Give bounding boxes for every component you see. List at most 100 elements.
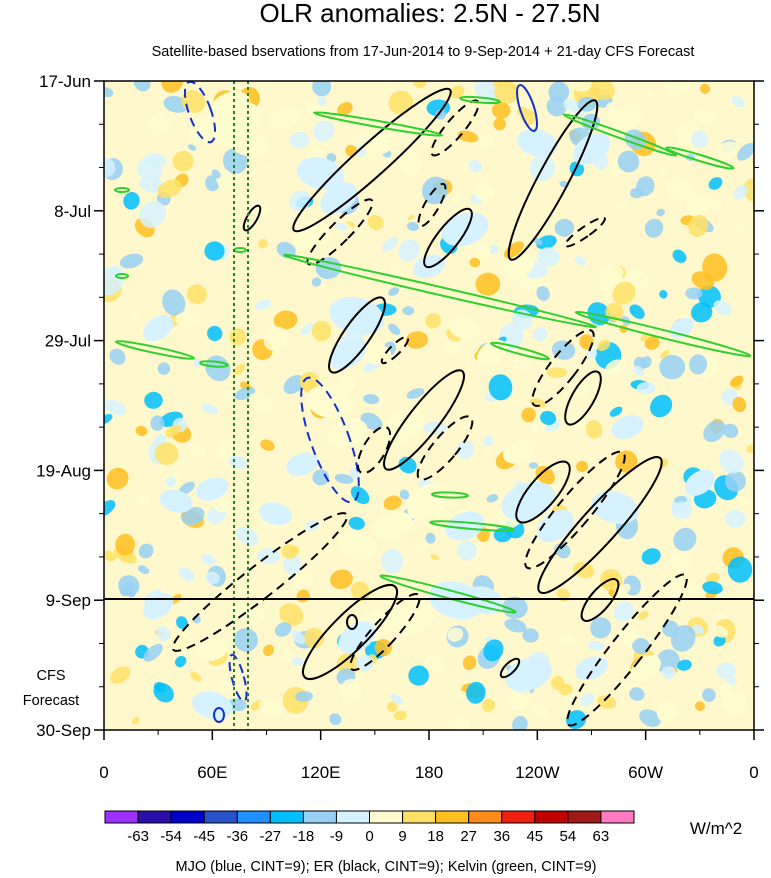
kelvin-contour bbox=[490, 341, 550, 361]
anomaly-mark bbox=[143, 315, 174, 342]
texture-patch bbox=[528, 462, 539, 469]
texture-patch bbox=[566, 710, 587, 730]
texture-patch bbox=[425, 532, 436, 544]
anomaly-mark bbox=[159, 489, 193, 513]
er-contour bbox=[423, 207, 473, 269]
texture-patch bbox=[145, 152, 167, 167]
texture-patch bbox=[448, 716, 470, 730]
anomaly-mark bbox=[573, 132, 610, 166]
anomaly-mark bbox=[687, 195, 713, 214]
texture-patch bbox=[387, 701, 398, 713]
texture-patch bbox=[560, 634, 577, 647]
texture-patch bbox=[217, 679, 234, 694]
texture-patch bbox=[609, 406, 623, 417]
texture-patch bbox=[576, 460, 589, 473]
texture-patch bbox=[537, 247, 560, 267]
colorbar-swatch bbox=[435, 810, 470, 824]
texture-patch bbox=[383, 495, 402, 511]
colorbar-swatch bbox=[534, 810, 569, 824]
texture-patch bbox=[685, 287, 703, 300]
texture-patch bbox=[456, 540, 477, 561]
texture-patch bbox=[722, 423, 739, 439]
texture-patch bbox=[540, 410, 557, 426]
texture-patch bbox=[165, 424, 181, 438]
texture-patch bbox=[488, 374, 513, 401]
colorbar-swatch bbox=[335, 810, 370, 824]
texture-patch bbox=[660, 349, 670, 359]
texture-patch bbox=[234, 628, 258, 652]
texture-patch bbox=[510, 397, 519, 405]
y-tick-label: 8-Jul bbox=[54, 202, 91, 221]
colorbar-swatch bbox=[236, 810, 271, 824]
texture-patch bbox=[718, 682, 734, 699]
texture-patch bbox=[337, 101, 353, 117]
colorbar-tick-label: -45 bbox=[193, 828, 215, 845]
texture-patch bbox=[737, 496, 749, 508]
texture-patch bbox=[330, 569, 353, 590]
x-tick-label: 180 bbox=[415, 763, 443, 782]
kelvin-contour bbox=[283, 253, 597, 329]
anomaly-mark bbox=[380, 408, 424, 447]
er-contour bbox=[383, 369, 465, 471]
texture-patch bbox=[162, 289, 186, 316]
texture-patch bbox=[258, 238, 268, 249]
texture-patch bbox=[612, 680, 632, 693]
er-contour bbox=[346, 614, 358, 630]
texture-patch bbox=[402, 306, 415, 316]
texture-patch bbox=[690, 302, 713, 323]
texture-patch bbox=[481, 699, 496, 712]
texture-patch bbox=[263, 644, 274, 657]
texture-patch bbox=[605, 102, 617, 115]
x-tick-label: 0 bbox=[99, 763, 108, 782]
texture-patch bbox=[263, 326, 289, 351]
texture-patch bbox=[691, 130, 709, 149]
texture-patch bbox=[732, 396, 747, 413]
anomaly-mark bbox=[611, 415, 644, 439]
texture-patch bbox=[522, 628, 539, 643]
kelvin-contour bbox=[431, 491, 469, 499]
mjo-contour bbox=[213, 707, 225, 723]
x-tick-label: 60E bbox=[197, 763, 227, 782]
mjo-contour bbox=[183, 81, 217, 144]
texture-patch bbox=[713, 300, 733, 316]
texture-patch bbox=[533, 237, 543, 246]
colorbar-tick-label: 45 bbox=[526, 828, 543, 845]
er-contour bbox=[328, 296, 386, 374]
texture-patch bbox=[136, 493, 152, 508]
texture-patch bbox=[106, 467, 129, 490]
texture-patch bbox=[423, 421, 447, 435]
texture-patch bbox=[629, 304, 645, 319]
texture-patch bbox=[483, 435, 494, 447]
texture-patch bbox=[670, 625, 696, 652]
texture-patch bbox=[339, 678, 362, 703]
y-tick-label: 19-Aug bbox=[36, 461, 91, 480]
texture-patch bbox=[713, 635, 726, 647]
forecast-label-line2: Forecast bbox=[23, 693, 79, 709]
texture-patch bbox=[390, 693, 403, 706]
texture-patch bbox=[273, 310, 298, 330]
texture-patch bbox=[311, 320, 332, 342]
texture-patch bbox=[491, 102, 511, 119]
texture-patch bbox=[546, 96, 567, 117]
anomaly-mark bbox=[665, 576, 699, 600]
texture-patch bbox=[590, 617, 612, 639]
texture-patch bbox=[661, 666, 676, 679]
colorbar-swatch bbox=[567, 810, 602, 824]
texture-patch bbox=[512, 715, 528, 730]
anomaly-mark bbox=[684, 469, 715, 496]
x-tick-label: 120E bbox=[301, 763, 341, 782]
texture-patch bbox=[536, 286, 550, 301]
texture-patch bbox=[554, 218, 575, 237]
x-tick-label: 120W bbox=[515, 763, 559, 782]
kelvin-contour bbox=[379, 574, 517, 614]
colorbar-tick-label: -36 bbox=[226, 828, 248, 845]
texture-patch bbox=[430, 554, 439, 561]
texture-patch bbox=[150, 415, 165, 431]
texture-patch bbox=[104, 87, 114, 98]
anomaly-mark bbox=[297, 157, 345, 191]
anomaly-mark bbox=[210, 91, 251, 121]
colorbar-swatch bbox=[269, 810, 304, 824]
texture-patch bbox=[613, 583, 631, 598]
texture-patch bbox=[129, 309, 140, 319]
texture-patch bbox=[449, 85, 465, 99]
